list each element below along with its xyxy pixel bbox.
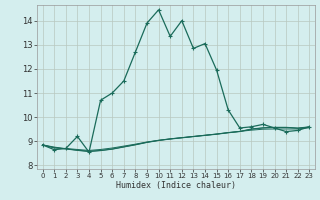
X-axis label: Humidex (Indice chaleur): Humidex (Indice chaleur) [116, 181, 236, 190]
